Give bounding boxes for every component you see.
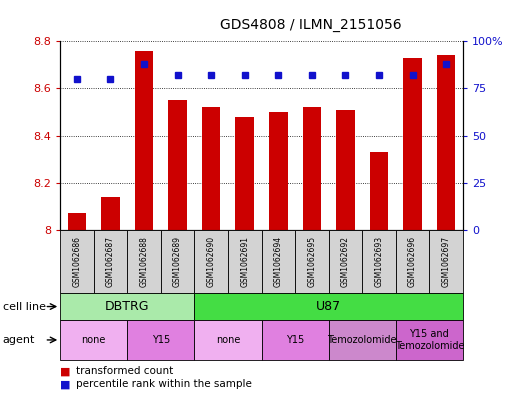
Bar: [303, 107, 321, 230]
Bar: [101, 197, 120, 230]
Text: cell line: cell line: [3, 301, 46, 312]
Bar: [195, 230, 228, 293]
Text: Y15: Y15: [152, 335, 170, 345]
Bar: [67, 213, 86, 230]
Bar: [60, 293, 195, 320]
Bar: [362, 230, 396, 293]
Text: none: none: [216, 335, 240, 345]
Text: GSM1062689: GSM1062689: [173, 236, 182, 287]
Text: GSM1062686: GSM1062686: [72, 236, 82, 287]
Bar: [60, 320, 127, 360]
Text: Y15: Y15: [286, 335, 304, 345]
Text: GSM1062688: GSM1062688: [140, 236, 149, 287]
Bar: [127, 230, 161, 293]
Bar: [429, 230, 463, 293]
Text: GSM1062690: GSM1062690: [207, 236, 215, 287]
Text: GSM1062692: GSM1062692: [341, 236, 350, 287]
Bar: [60, 230, 94, 293]
Bar: [370, 152, 388, 230]
Text: GSM1062697: GSM1062697: [441, 236, 451, 287]
Bar: [295, 230, 328, 293]
Bar: [336, 110, 355, 230]
Text: GSM1062691: GSM1062691: [240, 236, 249, 287]
Text: Temozolomide: Temozolomide: [327, 335, 397, 345]
Bar: [403, 58, 422, 230]
Bar: [228, 230, 262, 293]
Text: transformed count: transformed count: [76, 366, 173, 376]
Text: GSM1062693: GSM1062693: [374, 236, 383, 287]
Text: GSM1062694: GSM1062694: [274, 236, 283, 287]
Bar: [396, 320, 463, 360]
Bar: [262, 230, 295, 293]
Text: none: none: [82, 335, 106, 345]
Bar: [328, 320, 396, 360]
Bar: [269, 112, 288, 230]
Text: ■: ■: [60, 366, 71, 376]
Bar: [127, 320, 195, 360]
Text: GSM1062687: GSM1062687: [106, 236, 115, 287]
Bar: [135, 51, 153, 230]
Text: GSM1062696: GSM1062696: [408, 236, 417, 287]
Text: Y15 and
Temozolomide: Y15 and Temozolomide: [394, 329, 464, 351]
Bar: [202, 107, 220, 230]
Text: U87: U87: [316, 300, 341, 313]
Bar: [437, 55, 456, 230]
Bar: [161, 230, 195, 293]
Text: GDS4808 / ILMN_2151056: GDS4808 / ILMN_2151056: [220, 18, 401, 32]
Text: ■: ■: [60, 379, 71, 389]
Bar: [195, 293, 463, 320]
Text: agent: agent: [3, 335, 35, 345]
Bar: [328, 230, 362, 293]
Text: DBTRG: DBTRG: [105, 300, 150, 313]
Bar: [262, 320, 328, 360]
Bar: [396, 230, 429, 293]
Bar: [195, 320, 262, 360]
Bar: [94, 230, 127, 293]
Text: percentile rank within the sample: percentile rank within the sample: [76, 379, 252, 389]
Bar: [235, 117, 254, 230]
Bar: [168, 100, 187, 230]
Text: GSM1062695: GSM1062695: [308, 236, 316, 287]
